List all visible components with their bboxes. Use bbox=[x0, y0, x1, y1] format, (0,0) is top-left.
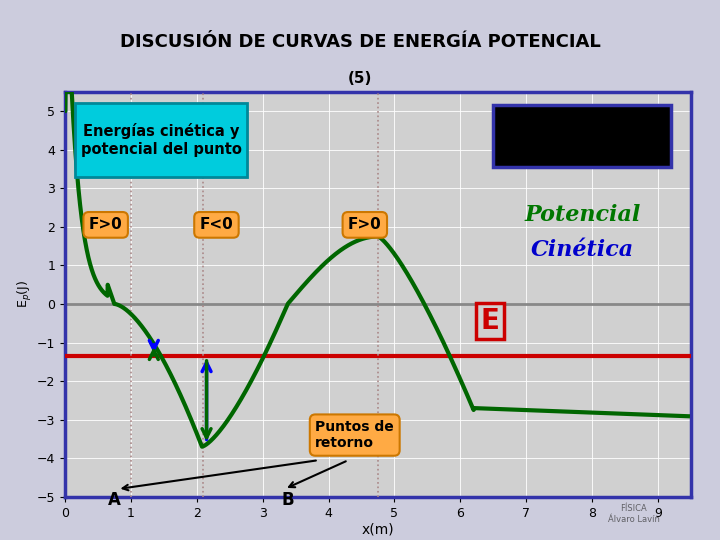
Text: FÍSICA
Álvaro Lavín: FÍSICA Álvaro Lavín bbox=[608, 504, 660, 524]
Text: F<0: F<0 bbox=[199, 218, 233, 232]
Text: DISCUSIÓN DE CURVAS DE ENERGÍA POTENCIAL: DISCUSIÓN DE CURVAS DE ENERGÍA POTENCIAL bbox=[120, 33, 600, 51]
Text: B: B bbox=[282, 491, 294, 509]
Text: A: A bbox=[108, 491, 121, 509]
Text: F>0: F>0 bbox=[89, 218, 122, 232]
Text: Potencial: Potencial bbox=[524, 204, 641, 226]
Text: Cinética: Cinética bbox=[531, 239, 634, 261]
Text: Energías cinética y
potencial del punto: Energías cinética y potencial del punto bbox=[81, 123, 241, 157]
Text: (5): (5) bbox=[348, 71, 372, 86]
Y-axis label: E$_p$(J): E$_p$(J) bbox=[16, 280, 34, 308]
Text: E: E bbox=[481, 307, 500, 335]
Text: Puntos de
retorno: Puntos de retorno bbox=[315, 420, 394, 450]
Text: F>0: F>0 bbox=[348, 218, 382, 232]
Bar bbox=[76, 103, 247, 177]
X-axis label: x(m): x(m) bbox=[361, 522, 395, 536]
Bar bbox=[493, 105, 672, 167]
